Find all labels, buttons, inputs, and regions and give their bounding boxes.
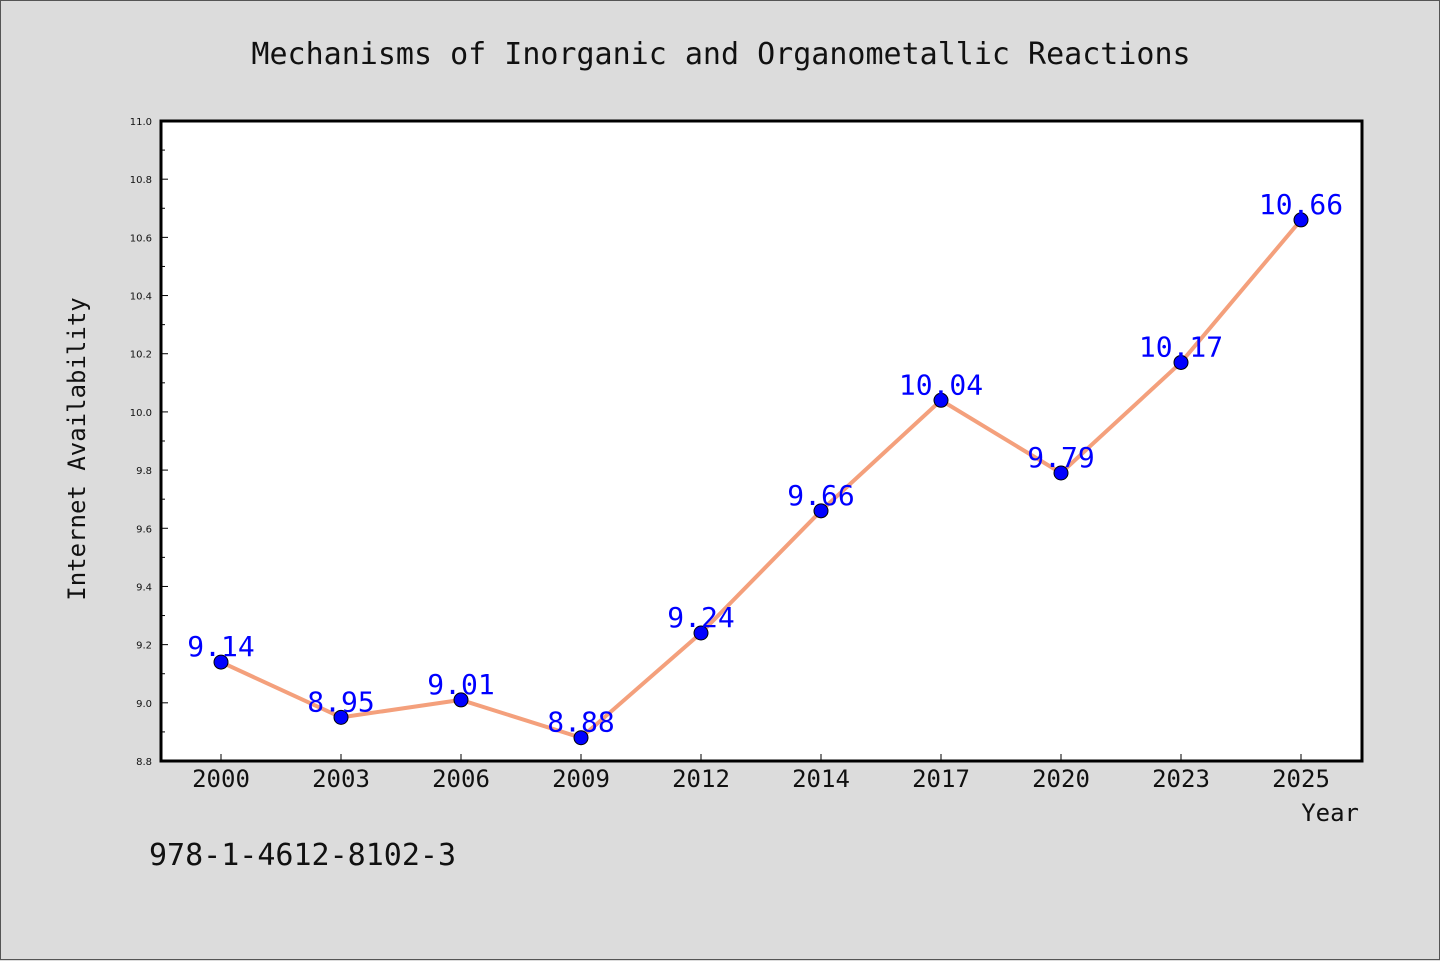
series-group xyxy=(213,212,1309,746)
data-label: 10.04 xyxy=(899,368,983,401)
y-tick-label: 8.8 xyxy=(136,757,152,768)
data-label: 9.24 xyxy=(667,601,734,634)
x-tick-label: 2006 xyxy=(432,765,490,793)
x-tick-label: 2017 xyxy=(912,765,970,793)
x-tick-label: 2009 xyxy=(552,765,610,793)
y-tick-label: 9.0 xyxy=(136,699,152,710)
y-tick-label: 10.4 xyxy=(130,292,152,303)
data-label: 8.95 xyxy=(307,685,374,718)
data-point xyxy=(453,692,469,708)
x-tick-label: 2025 xyxy=(1272,765,1330,793)
data-point xyxy=(213,654,229,670)
data-point xyxy=(333,709,349,725)
data-label: 9.79 xyxy=(1027,441,1094,474)
data-label: 9.66 xyxy=(787,479,854,512)
data-label: 9.14 xyxy=(187,630,254,663)
plot-area xyxy=(159,119,1364,763)
data-point xyxy=(1293,212,1309,228)
y-axis-ticks: 8.8 9.0 9.2 9.4 9.6 9.8 10.0 10.2 10.4 10.6 10.8 11… xyxy=(130,117,168,768)
data-point xyxy=(693,625,709,641)
x-axis-label: Year xyxy=(1301,799,1359,827)
data-point xyxy=(933,392,949,408)
series-line xyxy=(220,218,1303,740)
x-tick-label: 2020 xyxy=(1032,765,1090,793)
x-tick-label: 2012 xyxy=(672,765,730,793)
data-point xyxy=(1053,465,1069,481)
y-tick-label: 9.2 xyxy=(136,641,152,652)
y-tick-label: 11.0 xyxy=(130,117,152,128)
data-label: 8.88 xyxy=(547,706,614,739)
isbn-annotation: 978-1-4612-8102-3 xyxy=(149,838,456,873)
y-axis-label: Internet Availability xyxy=(63,297,91,600)
x-tick-label: 2023 xyxy=(1152,765,1210,793)
y-tick-label: 9.4 xyxy=(136,582,152,593)
data-point xyxy=(813,503,829,519)
data-label: 10.17 xyxy=(1139,330,1223,363)
y-tick-label: 10.2 xyxy=(130,350,152,361)
x-tick-label: 2014 xyxy=(792,765,850,793)
y-tick-label: 9.6 xyxy=(136,524,152,535)
data-label: 10.66 xyxy=(1259,188,1343,221)
data-point xyxy=(573,730,589,746)
x-tick-label: 2003 xyxy=(312,765,370,793)
data-label: 9.01 xyxy=(427,668,494,701)
y-tick-label: 10.0 xyxy=(130,408,152,419)
data-labels: 9.14 8.95 9.01 8.88 9.24 9.66 10.04 9.79 10.17 10… xyxy=(187,188,1343,739)
y-tick-label: 9.8 xyxy=(136,466,152,477)
y-tick-label: 10.6 xyxy=(130,233,152,244)
data-point xyxy=(1173,354,1189,370)
y-tick-label: 10.8 xyxy=(130,175,152,186)
x-axis-ticks: 2000 2003 2006 2009 2012 2014 2017 2020 2023 2025 xyxy=(192,754,1330,793)
chart-title: Mechanisms of Inorganic and Organometall… xyxy=(251,37,1190,72)
x-tick-label: 2000 xyxy=(192,765,250,793)
